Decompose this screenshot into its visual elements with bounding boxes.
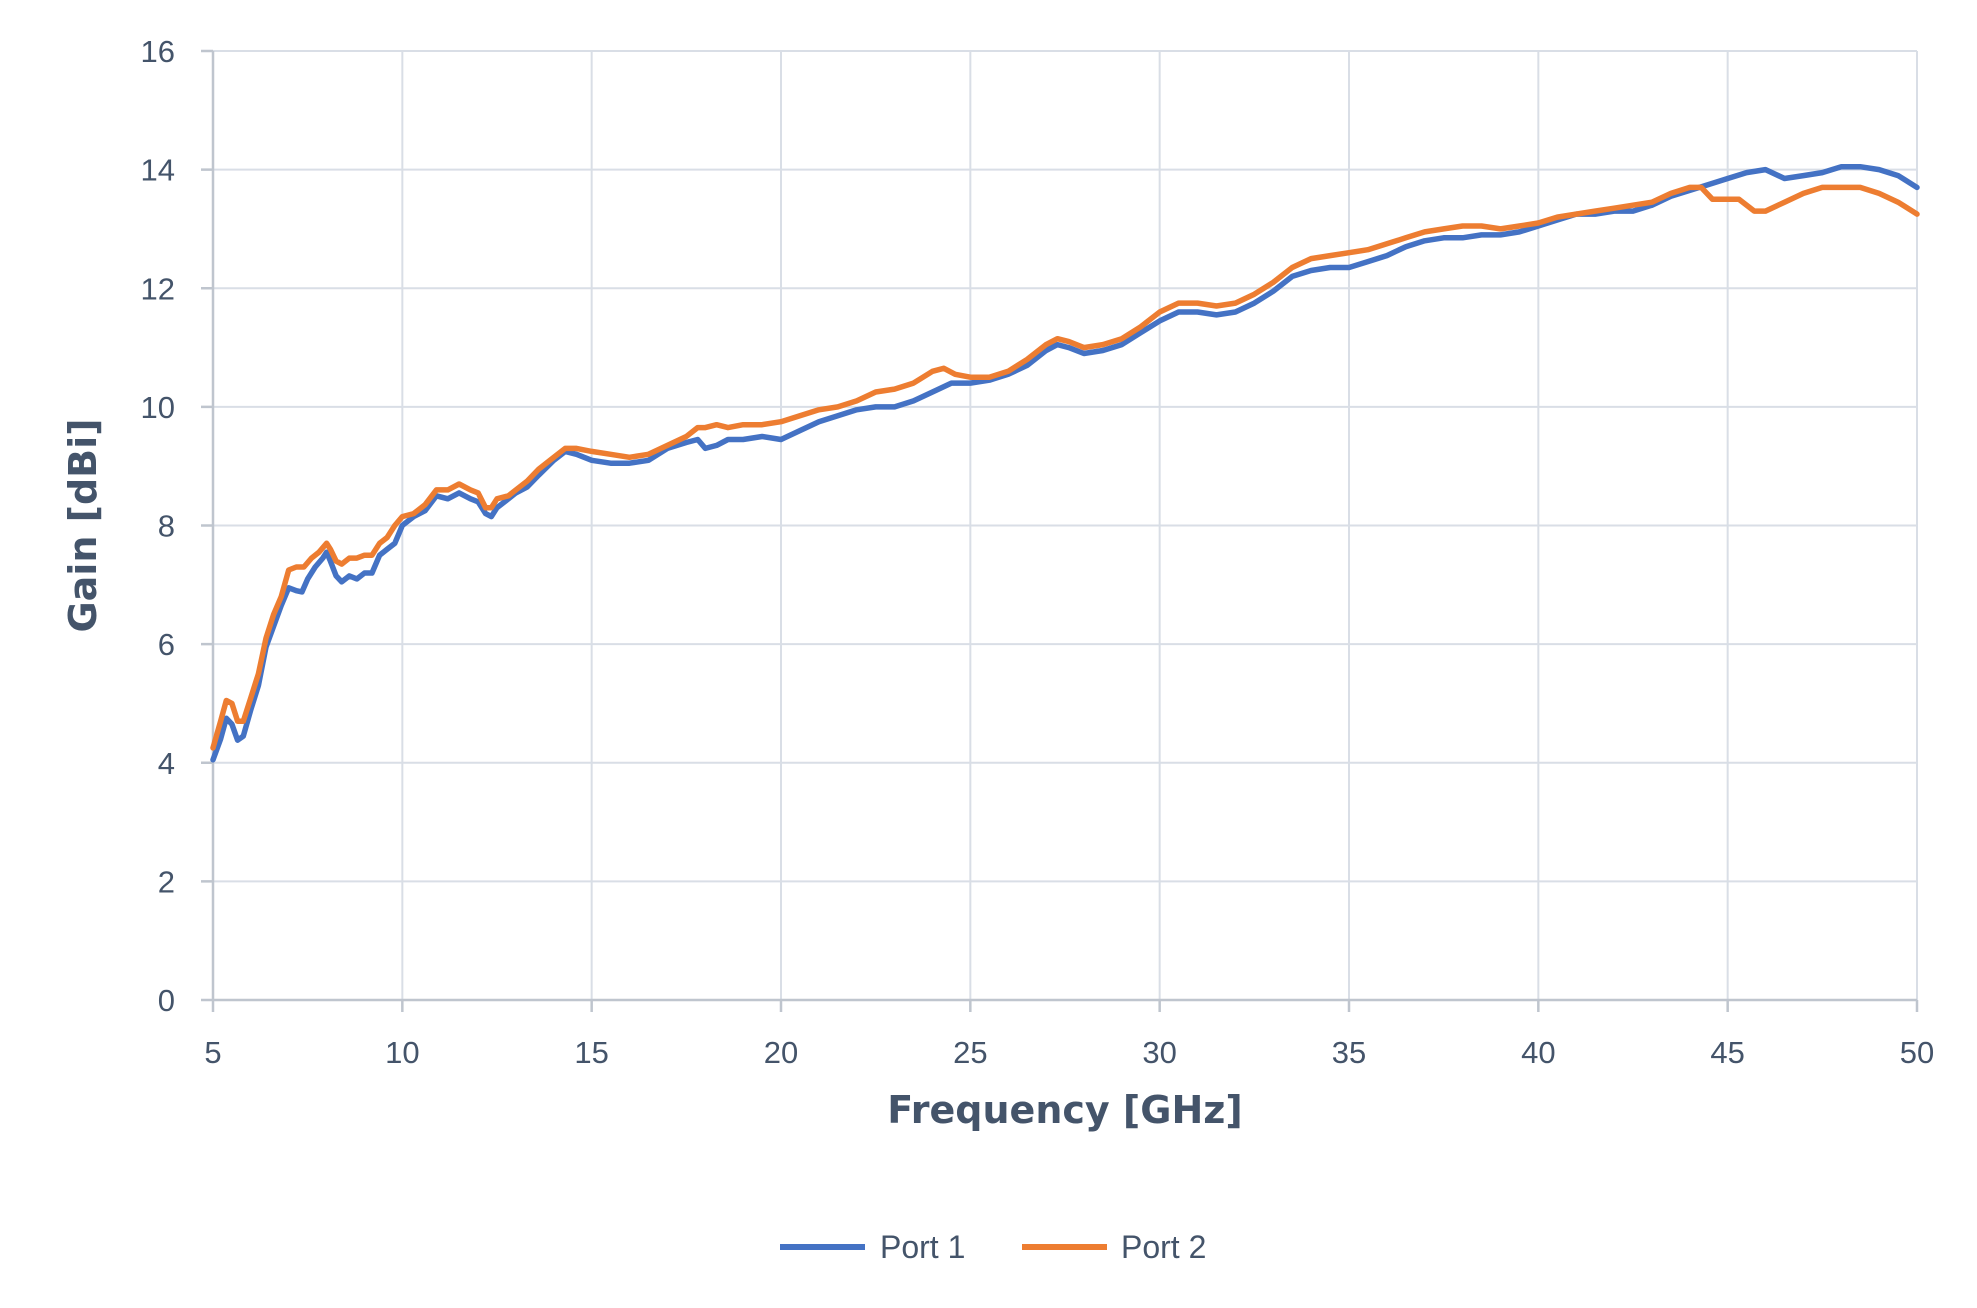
y-tick-label-2: 2 xyxy=(158,864,175,899)
series xyxy=(210,163,1920,763)
x-tick-label-40: 40 xyxy=(1521,1035,1555,1070)
grid xyxy=(213,50,1918,1000)
legend-label-port-2: Port 2 xyxy=(1121,1229,1206,1265)
y-tick-label-14: 14 xyxy=(141,153,175,188)
y-axis-title: Gain [dBi] xyxy=(61,418,105,632)
y-tick-label-0: 0 xyxy=(158,983,175,1018)
legend-label-port-1: Port 1 xyxy=(880,1229,965,1265)
x-tick-label-25: 25 xyxy=(953,1035,987,1070)
y-tick-label-6: 6 xyxy=(158,627,175,662)
x-axis-title: Frequency [GHz] xyxy=(887,1088,1243,1132)
x-tick-label-20: 20 xyxy=(764,1035,798,1070)
x-tick-label-50: 50 xyxy=(1900,1035,1934,1070)
series-line-port-2 xyxy=(210,184,1920,751)
tick-labels: 0 2 4 6 8 10 12 14 16 5 10 15 20 25 30 35 40 45 50 xyxy=(141,34,1935,1070)
y-tick-label-8: 8 xyxy=(158,509,175,544)
x-tick-label-45: 45 xyxy=(1710,1035,1744,1070)
x-tick-label-35: 35 xyxy=(1332,1035,1366,1070)
x-tick-label-30: 30 xyxy=(1142,1035,1176,1070)
x-tick-label-15: 15 xyxy=(574,1035,608,1070)
y-tick-label-10: 10 xyxy=(141,390,175,425)
y-tick-label-12: 12 xyxy=(141,271,175,306)
series-line-port-1 xyxy=(210,163,1920,763)
y-tick-label-4: 4 xyxy=(158,746,175,781)
y-tick-label-16: 16 xyxy=(141,34,175,69)
x-tick-label-5: 5 xyxy=(204,1035,221,1070)
legend: Port 1 Port 2 xyxy=(780,1229,1206,1265)
axes xyxy=(201,49,1919,1012)
x-tick-label-10: 10 xyxy=(385,1035,419,1070)
